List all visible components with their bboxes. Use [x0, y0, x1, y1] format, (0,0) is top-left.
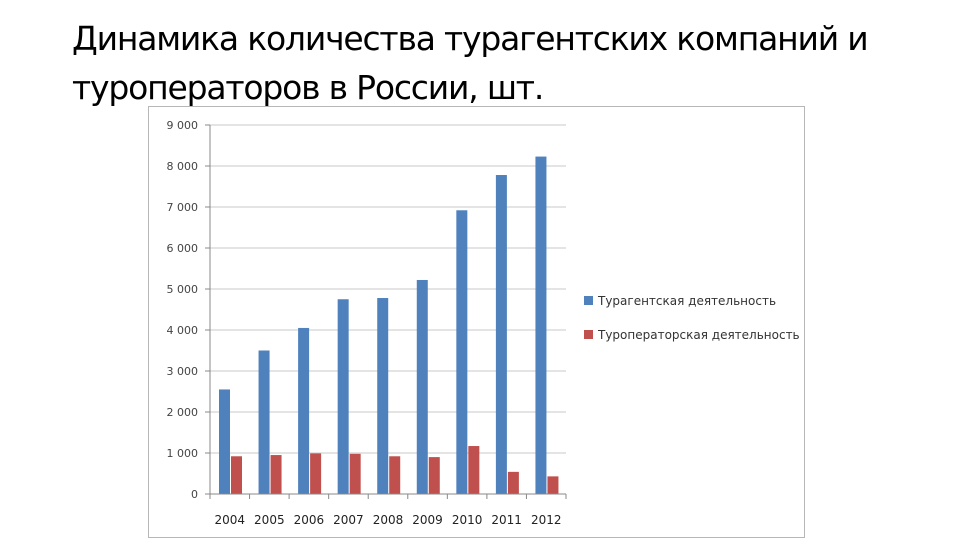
y-tick-label: 9 000 — [167, 119, 199, 132]
x-tick-labels: 2004 2005 2006 2007 2008 2009 2010 2011 2012 — [215, 513, 562, 527]
page-title: Динамика количества турагентских компани… — [72, 14, 932, 112]
bar-agency — [337, 299, 349, 494]
bar-operator — [547, 476, 559, 494]
y-tick-label: 5 000 — [167, 283, 199, 296]
bar-operator — [310, 453, 322, 494]
legend-label: Турагентская деятельность — [597, 294, 776, 308]
y-tick-label: 8 000 — [167, 160, 199, 173]
y-tick-label: 6 000 — [167, 242, 199, 255]
x-tick-label: 2009 — [412, 513, 443, 527]
bar-operator — [428, 457, 440, 494]
legend-swatch — [584, 330, 593, 339]
x-tick-label: 2010 — [452, 513, 483, 527]
bars — [219, 156, 559, 494]
x-tick-label: 2007 — [333, 513, 364, 527]
y-tick-label: 1 000 — [167, 447, 199, 460]
bar-agency — [377, 298, 389, 494]
bar-operator — [389, 456, 401, 494]
axes — [205, 124, 567, 499]
legend: Турагентская деятельность Туроператорская… — [584, 294, 800, 342]
bar-operator — [507, 471, 519, 494]
legend-label: Туроператорская деятельность — [597, 328, 800, 342]
y-tick-label: 7 000 — [167, 201, 199, 214]
bar-operator — [270, 455, 282, 494]
y-tick-label: 3 000 — [167, 365, 199, 378]
x-tick-label: 2006 — [294, 513, 325, 527]
bar-agency — [219, 389, 230, 494]
legend-swatch — [584, 296, 593, 305]
title-line-1: Динамика количества турагентских компани… — [72, 19, 869, 58]
bar-operator — [468, 446, 480, 494]
title-line-2: туроператоров в России, шт. — [72, 68, 544, 107]
bar-operator — [349, 453, 361, 494]
x-tick-label: 2004 — [215, 513, 246, 527]
bar-agency — [298, 327, 310, 494]
bar-agency — [495, 175, 507, 494]
x-tick-label: 2011 — [491, 513, 522, 527]
y-tick-label: 0 — [191, 488, 198, 501]
bar-agency — [456, 210, 468, 494]
x-tick-label: 2005 — [254, 513, 285, 527]
y-tick-label: 2 000 — [167, 406, 199, 419]
x-tick-label: 2008 — [373, 513, 404, 527]
bar-operator — [231, 456, 242, 494]
y-tick-labels: 0 1 000 2 000 3 000 4 000 5 000 6 000 7 000 8 00… — [167, 119, 199, 501]
bar-agency — [258, 350, 270, 494]
bar-agency — [416, 279, 428, 494]
y-tick-label: 4 000 — [167, 324, 199, 337]
bar-agency — [535, 156, 547, 494]
x-tick-label: 2012 — [531, 513, 562, 527]
